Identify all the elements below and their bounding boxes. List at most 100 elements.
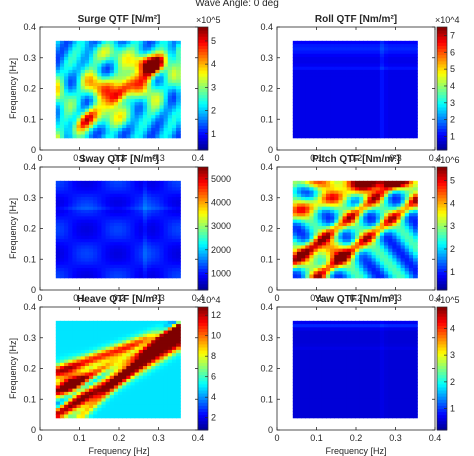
- heatmap-cell: [301, 219, 306, 224]
- heatmap-cell: [408, 187, 414, 192]
- heatmap-cell: [301, 50, 306, 55]
- heatmap-cell: [59, 336, 65, 341]
- heatmap-cell: [159, 190, 165, 195]
- colorbar-swatch: [437, 60, 447, 65]
- heatmap-cell: [84, 388, 90, 393]
- heatmap-cell: [59, 232, 65, 237]
- heatmap-cell: [392, 258, 398, 263]
- heatmap-cell: [379, 213, 385, 217]
- heatmap-cell: [155, 255, 161, 259]
- heatmap-cell: [305, 134, 310, 139]
- heatmap-cell: [72, 242, 78, 247]
- heatmap-cell: [142, 124, 148, 129]
- colorbar-swatch: [437, 243, 447, 248]
- heatmap-cell: [400, 115, 406, 119]
- heatmap-cell: [76, 248, 82, 253]
- heatmap-cell: [88, 216, 94, 221]
- heatmap-cell: [155, 395, 161, 399]
- heatmap-cell: [88, 336, 94, 341]
- heatmap-cell: [130, 255, 136, 259]
- heatmap-cell: [359, 50, 364, 55]
- heatmap-cell: [305, 128, 310, 132]
- heatmap-cell: [384, 235, 389, 240]
- heatmap-cell: [350, 86, 356, 90]
- heatmap-cell: [134, 346, 140, 351]
- heatmap-cell: [126, 395, 132, 399]
- heatmap-cell: [163, 271, 169, 276]
- heatmap-cell: [350, 245, 356, 250]
- colorbar-swatch: [198, 237, 208, 242]
- heatmap-cell: [321, 118, 327, 123]
- heatmap-cell: [64, 330, 69, 335]
- heatmap-cell: [142, 395, 148, 399]
- heatmap-cell: [72, 98, 78, 103]
- heatmap-cell: [334, 134, 340, 139]
- heatmap-cell: [84, 395, 90, 399]
- heatmap-cell: [113, 375, 119, 380]
- heatmap-cell: [334, 50, 340, 55]
- heatmap-cell: [80, 320, 86, 325]
- heatmap-cell: [113, 115, 119, 119]
- heatmap-cell: [163, 200, 169, 205]
- heatmap-cell: [313, 203, 319, 208]
- heatmap-cell: [105, 111, 111, 116]
- heatmap-cell: [109, 222, 115, 227]
- heatmap-cell: [59, 398, 65, 403]
- heatmap-cell: [113, 408, 119, 412]
- heatmap-cell: [142, 184, 148, 188]
- heatmap-cell: [413, 200, 418, 205]
- heatmap-cell: [72, 388, 78, 393]
- heatmap-cell: [126, 362, 132, 367]
- heatmap-cell: [142, 69, 148, 74]
- heatmap-cell: [176, 203, 181, 208]
- heatmap-cell: [313, 235, 319, 240]
- heatmap-cell: [321, 251, 327, 256]
- heatmap-cell: [346, 76, 352, 81]
- y-tick-label: 0: [268, 145, 273, 155]
- heatmap-cell: [317, 47, 323, 52]
- heatmap-cell: [68, 121, 73, 126]
- heatmap-cell: [84, 369, 90, 374]
- heatmap-cell: [134, 235, 140, 240]
- heatmap-cell: [134, 95, 140, 100]
- heatmap-cell: [134, 180, 140, 185]
- heatmap-cell: [408, 98, 414, 103]
- heatmap-cell: [80, 359, 86, 364]
- heatmap-cell: [404, 98, 410, 103]
- heatmap-cell: [155, 63, 161, 68]
- heatmap-cell: [138, 95, 144, 100]
- heatmap-cell: [68, 118, 73, 123]
- heatmap-cell: [400, 238, 406, 243]
- heatmap-cell: [346, 255, 352, 259]
- x-tick-label: 0: [274, 153, 279, 163]
- heatmap-cell: [400, 63, 406, 68]
- heatmap-cell: [375, 203, 381, 208]
- heatmap-cell: [126, 343, 132, 348]
- heatmap-cell: [68, 324, 73, 328]
- heatmap-cell: [59, 76, 65, 81]
- heatmap-cell: [88, 44, 94, 48]
- heatmap-cell: [313, 238, 319, 243]
- heatmap-cell: [155, 180, 161, 185]
- heatmap-cell: [350, 261, 356, 266]
- heatmap-cell: [379, 82, 385, 87]
- heatmap-cell: [413, 40, 418, 45]
- heatmap-cell: [142, 98, 148, 103]
- colorbar-swatch: [437, 57, 447, 62]
- heatmap-cell: [392, 79, 398, 84]
- heatmap-cell: [400, 187, 406, 192]
- heatmap-cell: [363, 196, 369, 201]
- heatmap-cell: [176, 375, 181, 380]
- heatmap-cell: [167, 359, 173, 364]
- heatmap-cell: [163, 268, 169, 272]
- colorbar-swatch: [437, 253, 447, 257]
- heatmap-cell: [396, 89, 402, 94]
- heatmap-cell: [113, 190, 119, 195]
- heatmap-cell: [313, 213, 319, 217]
- heatmap-cell: [313, 255, 319, 259]
- heatmap-cell: [55, 229, 61, 234]
- heatmap-cell: [59, 206, 65, 211]
- heatmap-cell: [113, 95, 119, 100]
- heatmap-cell: [296, 118, 302, 123]
- heatmap-cell: [64, 134, 69, 139]
